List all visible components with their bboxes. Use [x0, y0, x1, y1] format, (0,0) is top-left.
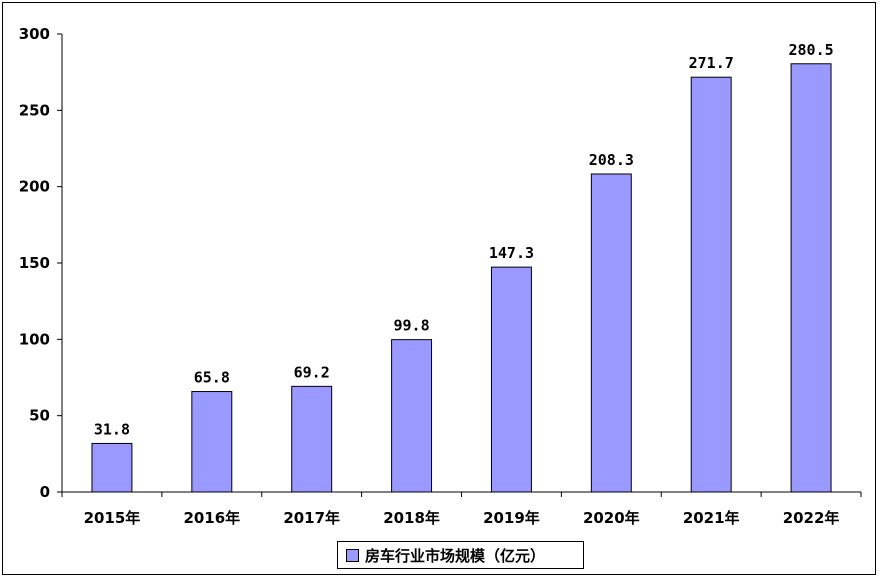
- bar: [490, 266, 532, 493]
- labels: 31.8 65.8 69.2 99.8 147.3 208.3 271.7 280.5: [94, 41, 834, 439]
- data-label: 271.7: [689, 54, 734, 72]
- y-tick-label: 250: [19, 101, 50, 119]
- data-label: 280.5: [788, 41, 833, 59]
- x-tick-label: 2021年: [683, 509, 740, 527]
- data-label: 65.8: [194, 369, 230, 387]
- axes: 0 50 100 150 200 250 300 2015年 2016年 2017年 2018年 20…: [19, 25, 862, 527]
- data-label: 208.3: [589, 151, 634, 169]
- bar: [91, 442, 133, 493]
- x-tick-label: 2022年: [783, 509, 840, 527]
- bar: [291, 385, 333, 493]
- y-tick-label: 50: [29, 407, 50, 425]
- y-tick-label: 100: [19, 330, 50, 348]
- y-tick-label: 150: [19, 254, 50, 272]
- data-label: 69.2: [294, 363, 330, 381]
- data-label: 31.8: [94, 420, 130, 438]
- x-tick-label: 2015年: [84, 509, 141, 527]
- x-tick-label: 2019年: [483, 509, 540, 527]
- x-tick-label: 2020年: [583, 509, 640, 527]
- x-tick-label: 2018年: [383, 509, 440, 527]
- bar: [391, 339, 433, 493]
- bar: [790, 63, 832, 493]
- bar: [690, 76, 732, 493]
- x-tick-label: 2016年: [183, 509, 240, 527]
- y-tick-label: 0: [40, 483, 50, 501]
- x-tick-label: 2017年: [283, 509, 340, 527]
- y-tick-label: 200: [19, 178, 50, 196]
- bar: [590, 173, 632, 493]
- legend-swatch: [346, 548, 359, 562]
- legend-label: 房车行业市场规模（亿元）: [365, 546, 546, 565]
- data-label: 99.8: [394, 317, 430, 335]
- legend: 房车行业市场规模（亿元）: [337, 541, 584, 569]
- bars: [91, 63, 832, 493]
- bar: [191, 391, 233, 493]
- y-tick-label: 300: [19, 25, 50, 43]
- data-label: 147.3: [489, 244, 534, 262]
